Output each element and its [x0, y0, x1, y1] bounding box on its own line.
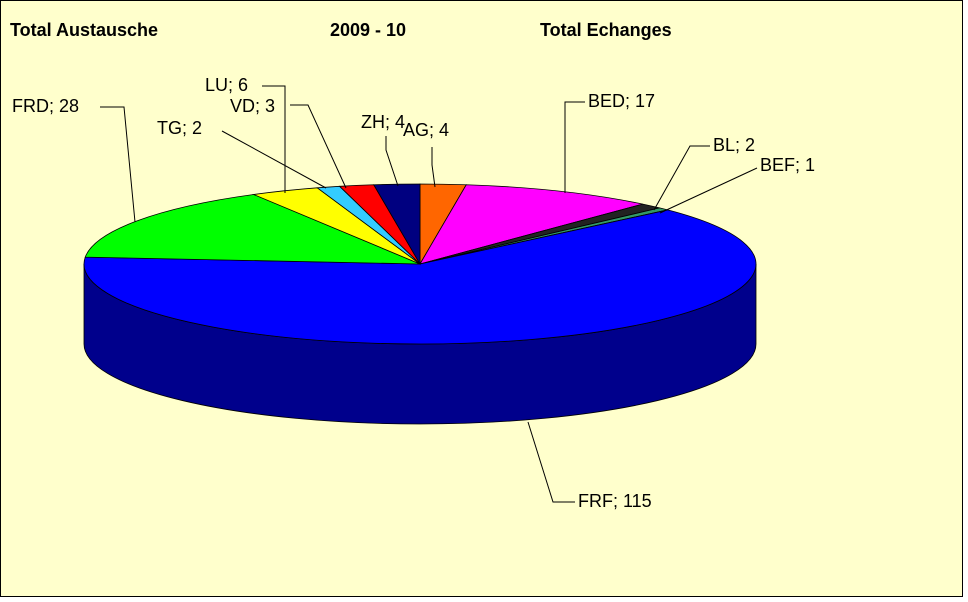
chart-title-center: 2009 - 10	[330, 20, 406, 40]
data-label: FRD; 28	[12, 96, 79, 116]
chart-title-left: Total Austausche	[10, 20, 158, 40]
leader-line	[527, 421, 575, 503]
data-label: LU; 6	[205, 75, 248, 95]
pie-slice	[419, 184, 643, 265]
data-label: AG; 4	[403, 120, 449, 140]
leader-line	[385, 136, 399, 187]
leader-line	[262, 85, 286, 193]
data-label: BED; 17	[588, 91, 655, 111]
leader-line	[653, 145, 710, 211]
leader-line	[290, 104, 347, 189]
leader-line	[431, 147, 436, 188]
pie-slice	[84, 194, 421, 265]
data-label: FRF; 115	[578, 491, 652, 511]
leader-line	[221, 130, 327, 189]
data-label: VD; 3	[230, 96, 275, 116]
pie-slice	[373, 183, 421, 266]
leader-line	[659, 167, 758, 214]
data-label: TG; 2	[157, 118, 202, 138]
data-label: BEF; 1	[760, 155, 815, 175]
pie-slice	[83, 209, 757, 345]
leader-line	[564, 101, 585, 193]
chart-title-right: Total Echanges	[540, 20, 672, 40]
leader-line	[100, 106, 136, 223]
data-label: BL; 2	[713, 135, 755, 155]
data-label: ZH; 4	[361, 112, 405, 132]
